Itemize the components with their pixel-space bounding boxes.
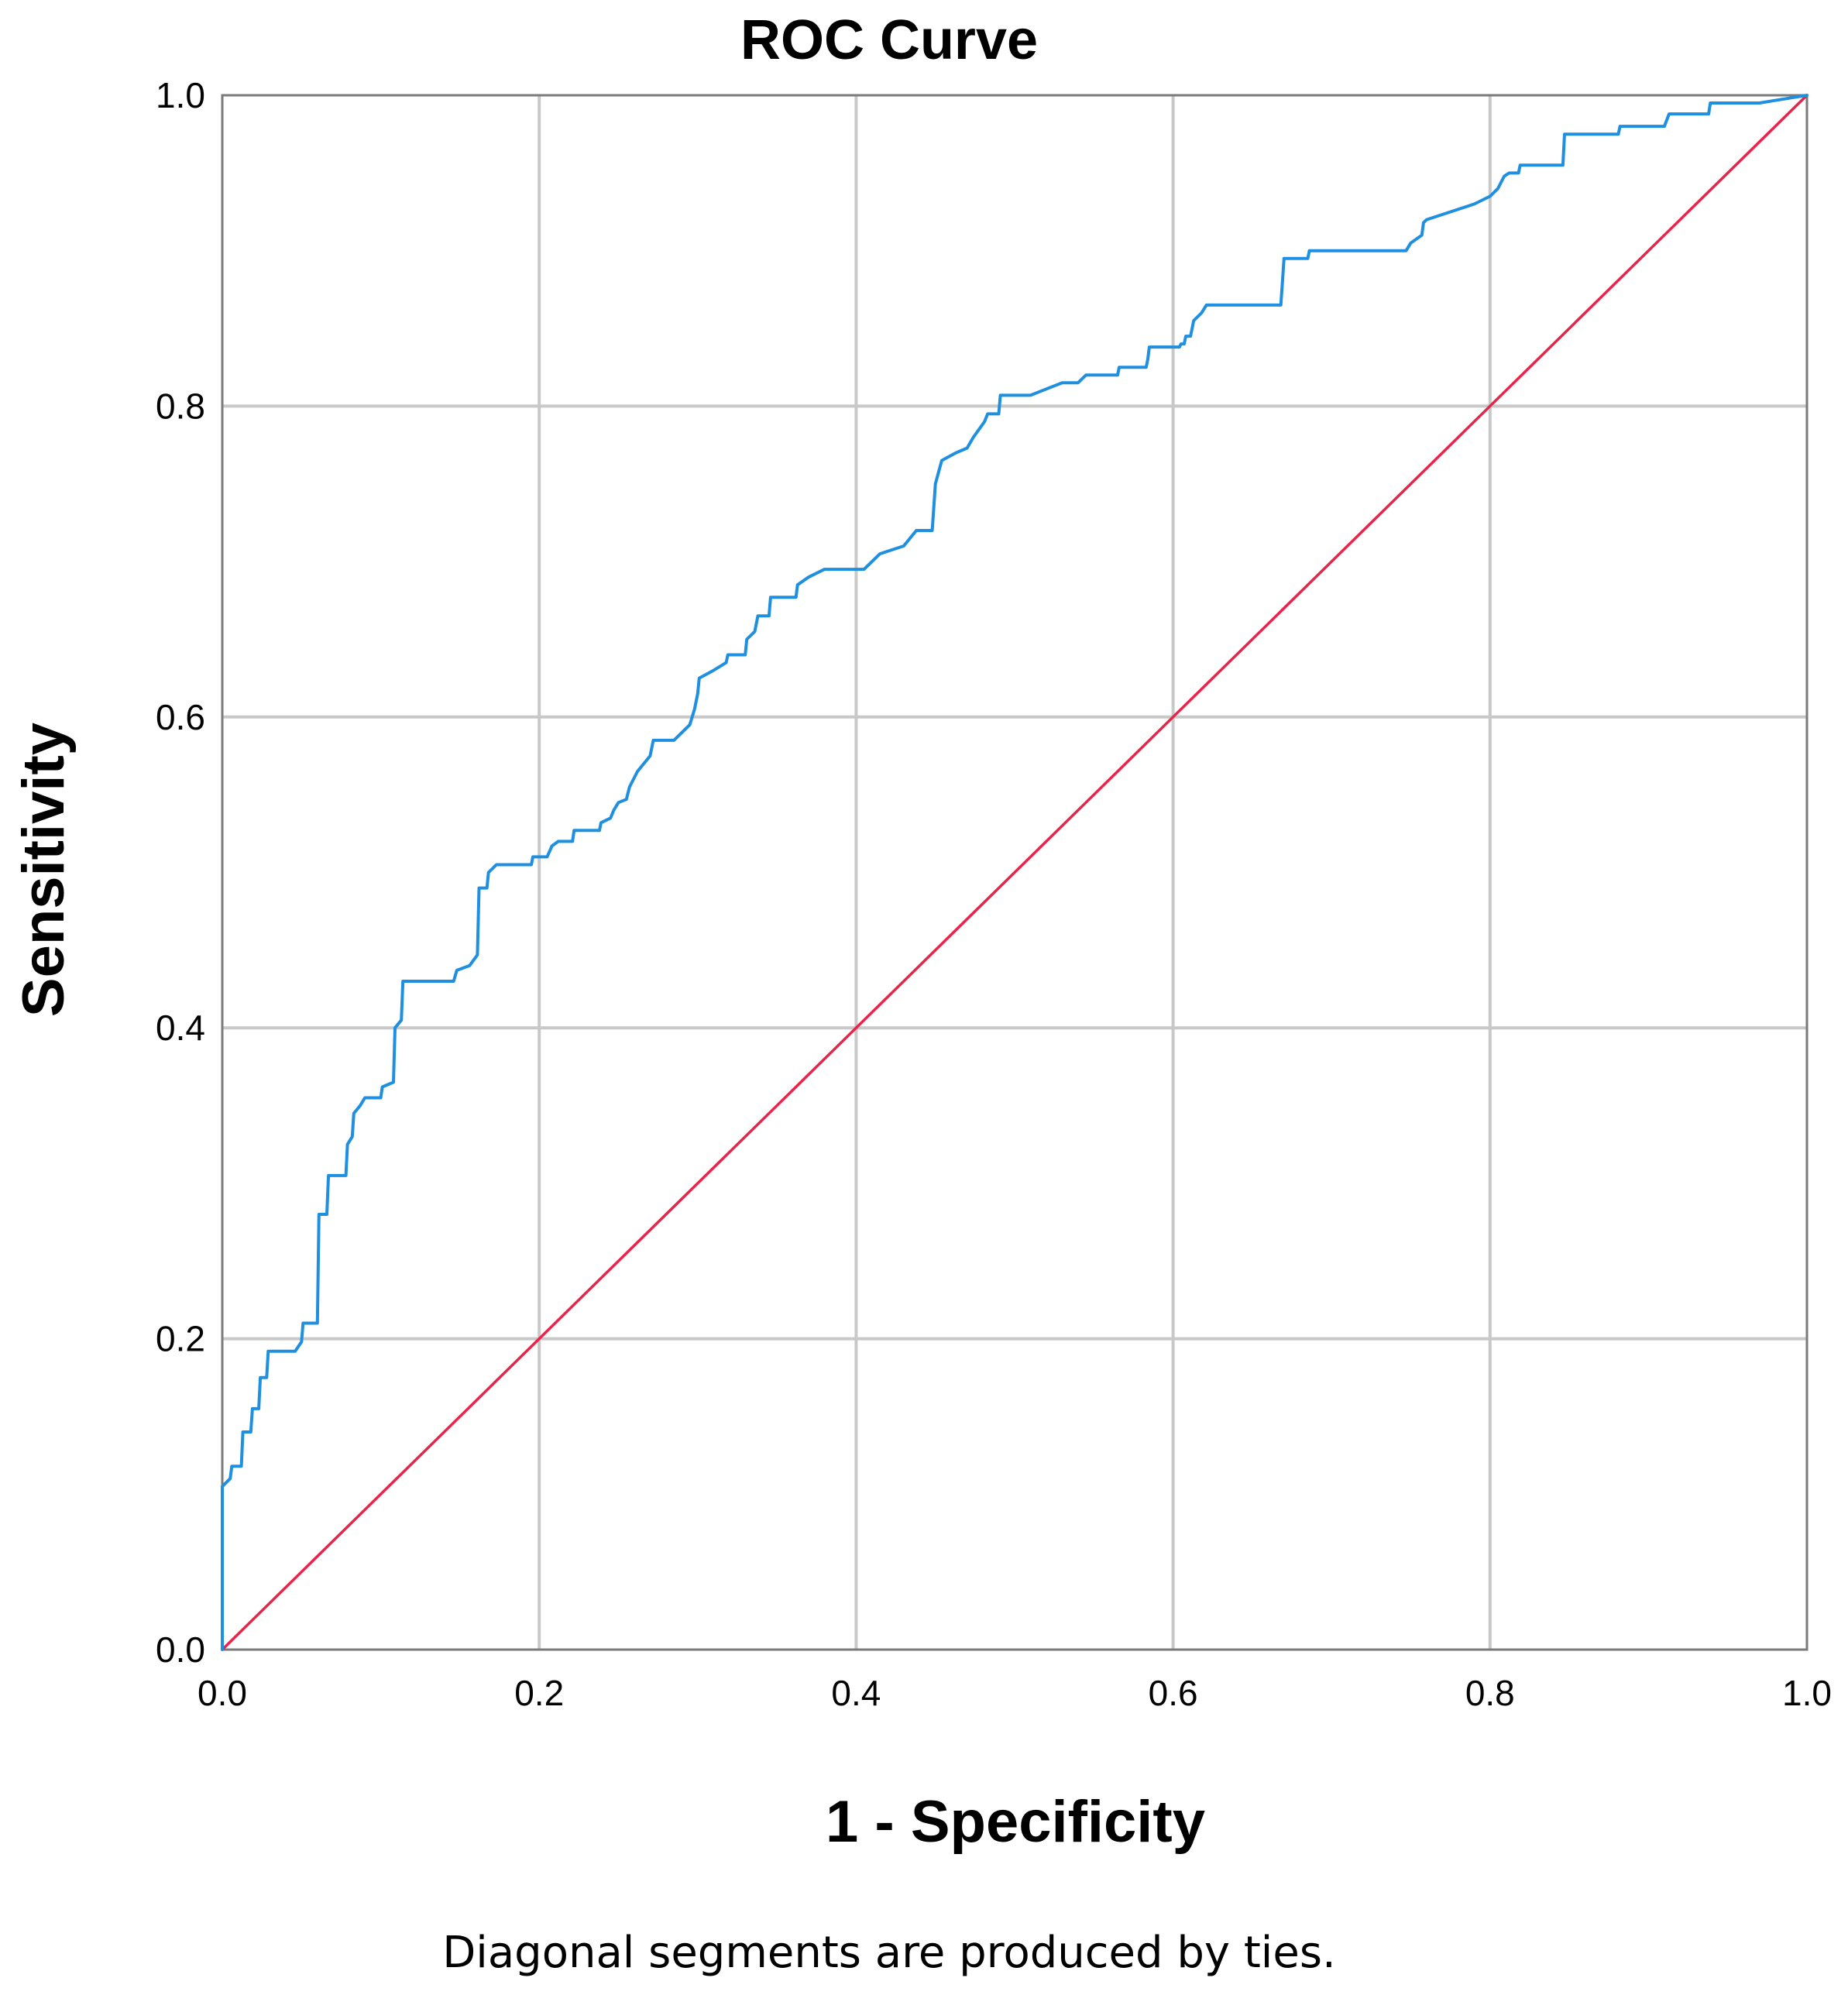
- x-axis-title: 1 - Specificity: [826, 1789, 1205, 1855]
- x-tick-label: 0.4: [831, 1673, 881, 1713]
- series-lines: [221, 94, 1808, 1651]
- tick-labels: 0.0 0.2 0.4 0.6 0.8 1.0 0.0 0.2 0.4 0.6 0.8 1.0: [156, 75, 1832, 1713]
- y-tick-label: 0.2: [156, 1319, 205, 1359]
- chart-footnote: Diagonal segments are produced by ties.: [442, 1928, 1336, 1978]
- y-tick-label: 0.4: [156, 1008, 205, 1048]
- gridlines: [222, 95, 1807, 1650]
- x-tick-label: 1.0: [1782, 1673, 1832, 1713]
- y-tick-label: 0.0: [156, 1629, 205, 1670]
- y-tick-label: 0.8: [156, 386, 205, 426]
- x-tick-label: 0.6: [1149, 1673, 1198, 1713]
- roc-curve-line: [221, 94, 1808, 1651]
- x-tick-label: 0.8: [1465, 1673, 1515, 1713]
- x-tick-label: 0.2: [514, 1673, 564, 1713]
- reference-diagonal-line: [221, 94, 1808, 1651]
- x-tick-label: 0.0: [198, 1673, 247, 1713]
- y-tick-label: 0.6: [156, 697, 205, 737]
- y-axis-title: Sensitivity: [11, 723, 77, 1017]
- plot-area-frame: [221, 94, 1808, 1651]
- chart-title: ROC Curve: [740, 9, 1038, 71]
- y-tick-label: 1.0: [156, 75, 205, 115]
